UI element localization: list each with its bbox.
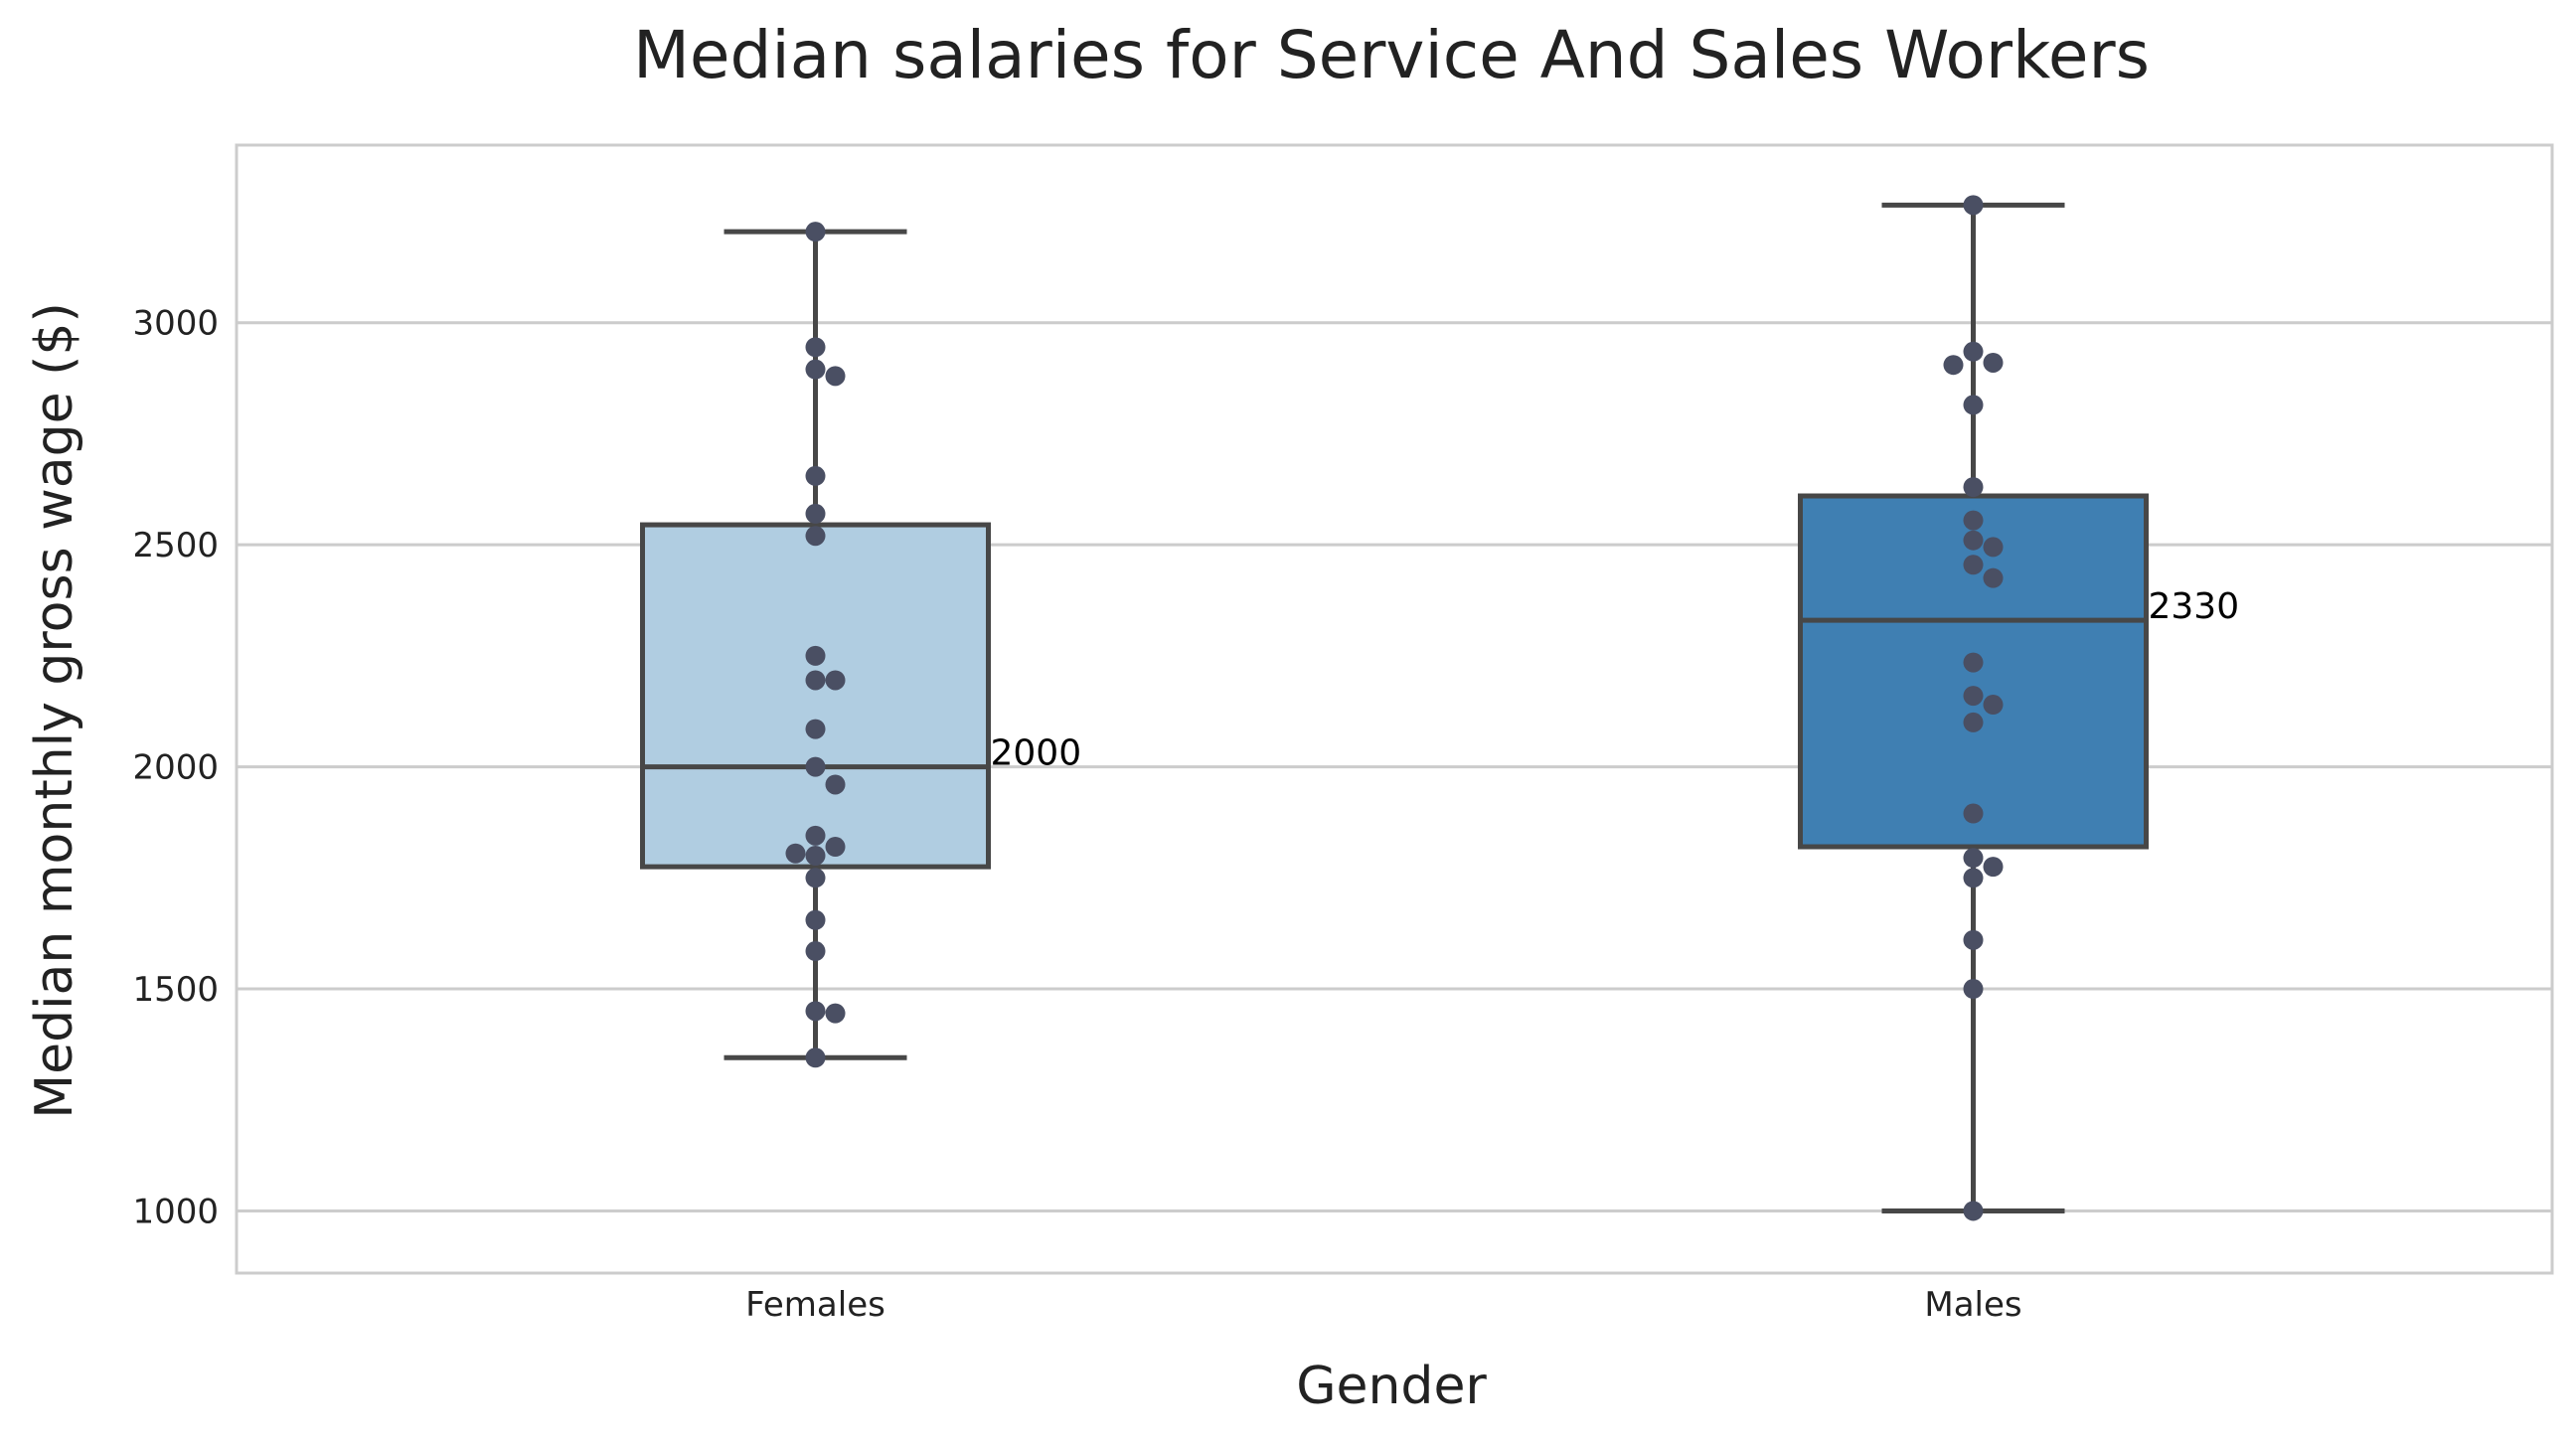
y-tick-label: 2000 [132,748,219,788]
swarm-points [785,195,2004,1221]
chart-title: Median salaries for Service And Sales Wo… [633,17,2150,93]
data-point [805,756,826,777]
data-point [805,222,826,242]
data-point [825,837,846,858]
y-axis-ticks: 1000 1500 2000 2500 3000 [132,304,219,1232]
data-point [825,366,846,387]
y-tick-label: 3000 [132,304,219,344]
data-point [825,1003,846,1024]
data-point [825,670,846,691]
median-label: 2000 [991,733,1082,774]
data-point [1963,686,1984,707]
data-point [1963,510,1984,531]
data-point [1963,395,1984,415]
data-point [1963,929,1984,950]
data-point [805,359,826,380]
y-tick-label: 1500 [132,970,219,1010]
x-tick-label: Females [745,1285,886,1325]
box-iqr [640,522,991,870]
x-axis-label: Gender [1296,1357,1487,1416]
data-point [805,465,826,486]
x-tick-label: Males [1924,1285,2021,1325]
data-point [1963,477,1984,498]
data-point [805,719,826,739]
data-point [1983,857,2004,878]
plot-frame [235,143,2554,1275]
data-point [1963,652,1984,673]
data-point [805,1001,826,1022]
data-point [1983,567,2004,588]
data-point [1943,355,1964,376]
grid-lines [237,321,2552,1212]
y-tick-label: 1000 [132,1192,219,1231]
data-point [805,503,826,524]
data-point [805,868,826,888]
data-point [805,825,826,846]
data-point [1963,195,1984,216]
data-point [1963,712,1984,732]
data-point [805,845,826,866]
data-point [1963,803,1984,824]
data-point [805,1047,826,1068]
data-point [1963,555,1984,575]
data-point [1963,530,1984,551]
data-point [805,645,826,666]
data-point [1963,868,1984,888]
data-point [805,909,826,930]
data-point [805,526,826,547]
data-point [1963,979,1984,1000]
data-point [1983,352,2004,373]
data-point [1963,848,1984,869]
data-point [1963,341,1984,362]
data-point [1983,537,2004,558]
data-point [825,774,846,795]
median-label: 2330 [2149,586,2240,627]
data-point [805,337,826,358]
data-point [785,843,806,864]
x-axis-ticks: Females Males [745,1285,2021,1325]
data-point [1983,695,2004,716]
data-point [805,670,826,691]
y-tick-label: 2500 [132,526,219,565]
y-axis-label: Median monthly gross wage ($) [25,302,84,1119]
data-point [805,941,826,962]
data-point [1963,1201,1984,1221]
